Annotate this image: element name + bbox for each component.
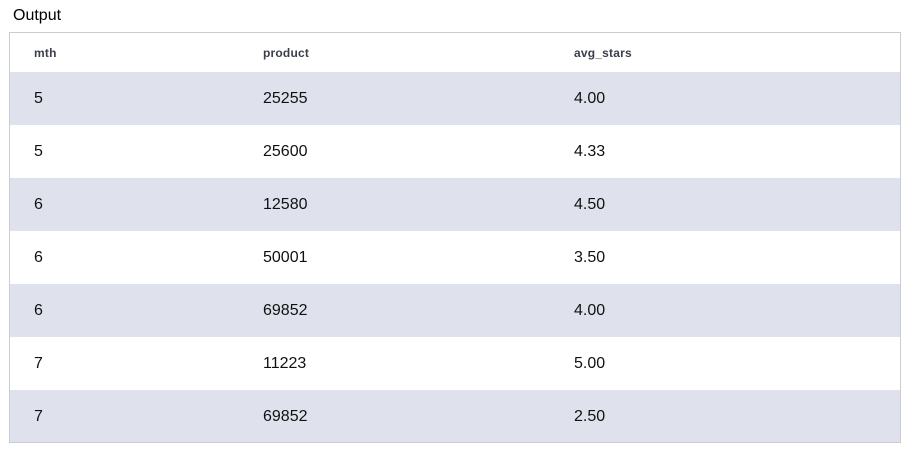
cell-text: 2.50 [574,407,606,425]
cell-product: 69852 [239,284,550,337]
output-table: mth product avg_stars 5 25255 4.00 5 256… [10,33,900,442]
output-title: Output [13,7,62,24]
cell-text: 69852 [263,301,308,319]
cell-text: 69852 [263,407,308,425]
cell-mth: 7 [10,337,239,390]
cell-avg-stars: 4.33 [550,125,900,178]
cell-text: 6 [34,301,43,319]
table-row: 5 25255 4.00 [10,72,900,125]
cell-text: 4.00 [574,301,606,319]
cell-product: 12580 [239,178,550,231]
cell-product: 25600 [239,125,550,178]
cell-avg-stars: 2.50 [550,390,900,442]
cell-avg-stars: 4.00 [550,284,900,337]
cell-product: 50001 [239,231,550,284]
cell-avg-stars: 5.00 [550,337,900,390]
cell-text: 25255 [263,89,308,107]
cell-mth: 6 [10,231,239,284]
column-header-avg-stars: avg_stars [550,33,900,72]
cell-text: 5.00 [574,354,606,372]
cell-avg-stars: 3.50 [550,231,900,284]
cell-text: 6 [34,195,43,213]
table-row: 7 69852 2.50 [10,390,900,442]
cell-mth: 6 [10,284,239,337]
cell-mth: 6 [10,178,239,231]
column-header-mth: mth [10,33,239,72]
cell-text: 3.50 [574,248,606,266]
cell-product: 69852 [239,390,550,442]
cell-mth: 5 [10,125,239,178]
table-row: 6 69852 4.00 [10,284,900,337]
cell-text: 12580 [263,195,308,213]
cell-mth: 7 [10,390,239,442]
column-header-label: mth [34,45,57,60]
cell-mth: 5 [10,72,239,125]
table-row: 6 50001 3.50 [10,231,900,284]
table-row: 6 12580 4.50 [10,178,900,231]
table-row: 7 11223 5.00 [10,337,900,390]
output-table-container: mth product avg_stars 5 25255 4.00 5 256… [9,32,901,443]
column-header-label: avg_stars [574,45,632,60]
cell-text: 4.00 [574,89,606,107]
header-row: mth product avg_stars [10,33,900,72]
cell-text: 7 [34,354,43,372]
cell-text: 4.33 [574,142,606,160]
cell-text: 5 [34,142,43,160]
table-body: 5 25255 4.00 5 25600 4.33 6 12580 4.50 6… [10,72,900,442]
column-header-product: product [239,33,550,72]
column-header-label: product [263,45,310,60]
cell-avg-stars: 4.50 [550,178,900,231]
cell-product: 11223 [239,337,550,390]
table-row: 5 25600 4.33 [10,125,900,178]
cell-product: 25255 [239,72,550,125]
cell-text: 7 [34,407,43,425]
cell-text: 5 [34,89,43,107]
cell-text: 4.50 [574,195,606,213]
cell-text: 25600 [263,142,308,160]
cell-text: 50001 [263,248,308,266]
cell-avg-stars: 4.00 [550,72,900,125]
table-header: mth product avg_stars [10,33,900,72]
cell-text: 11223 [263,354,307,372]
cell-text: 6 [34,248,43,266]
